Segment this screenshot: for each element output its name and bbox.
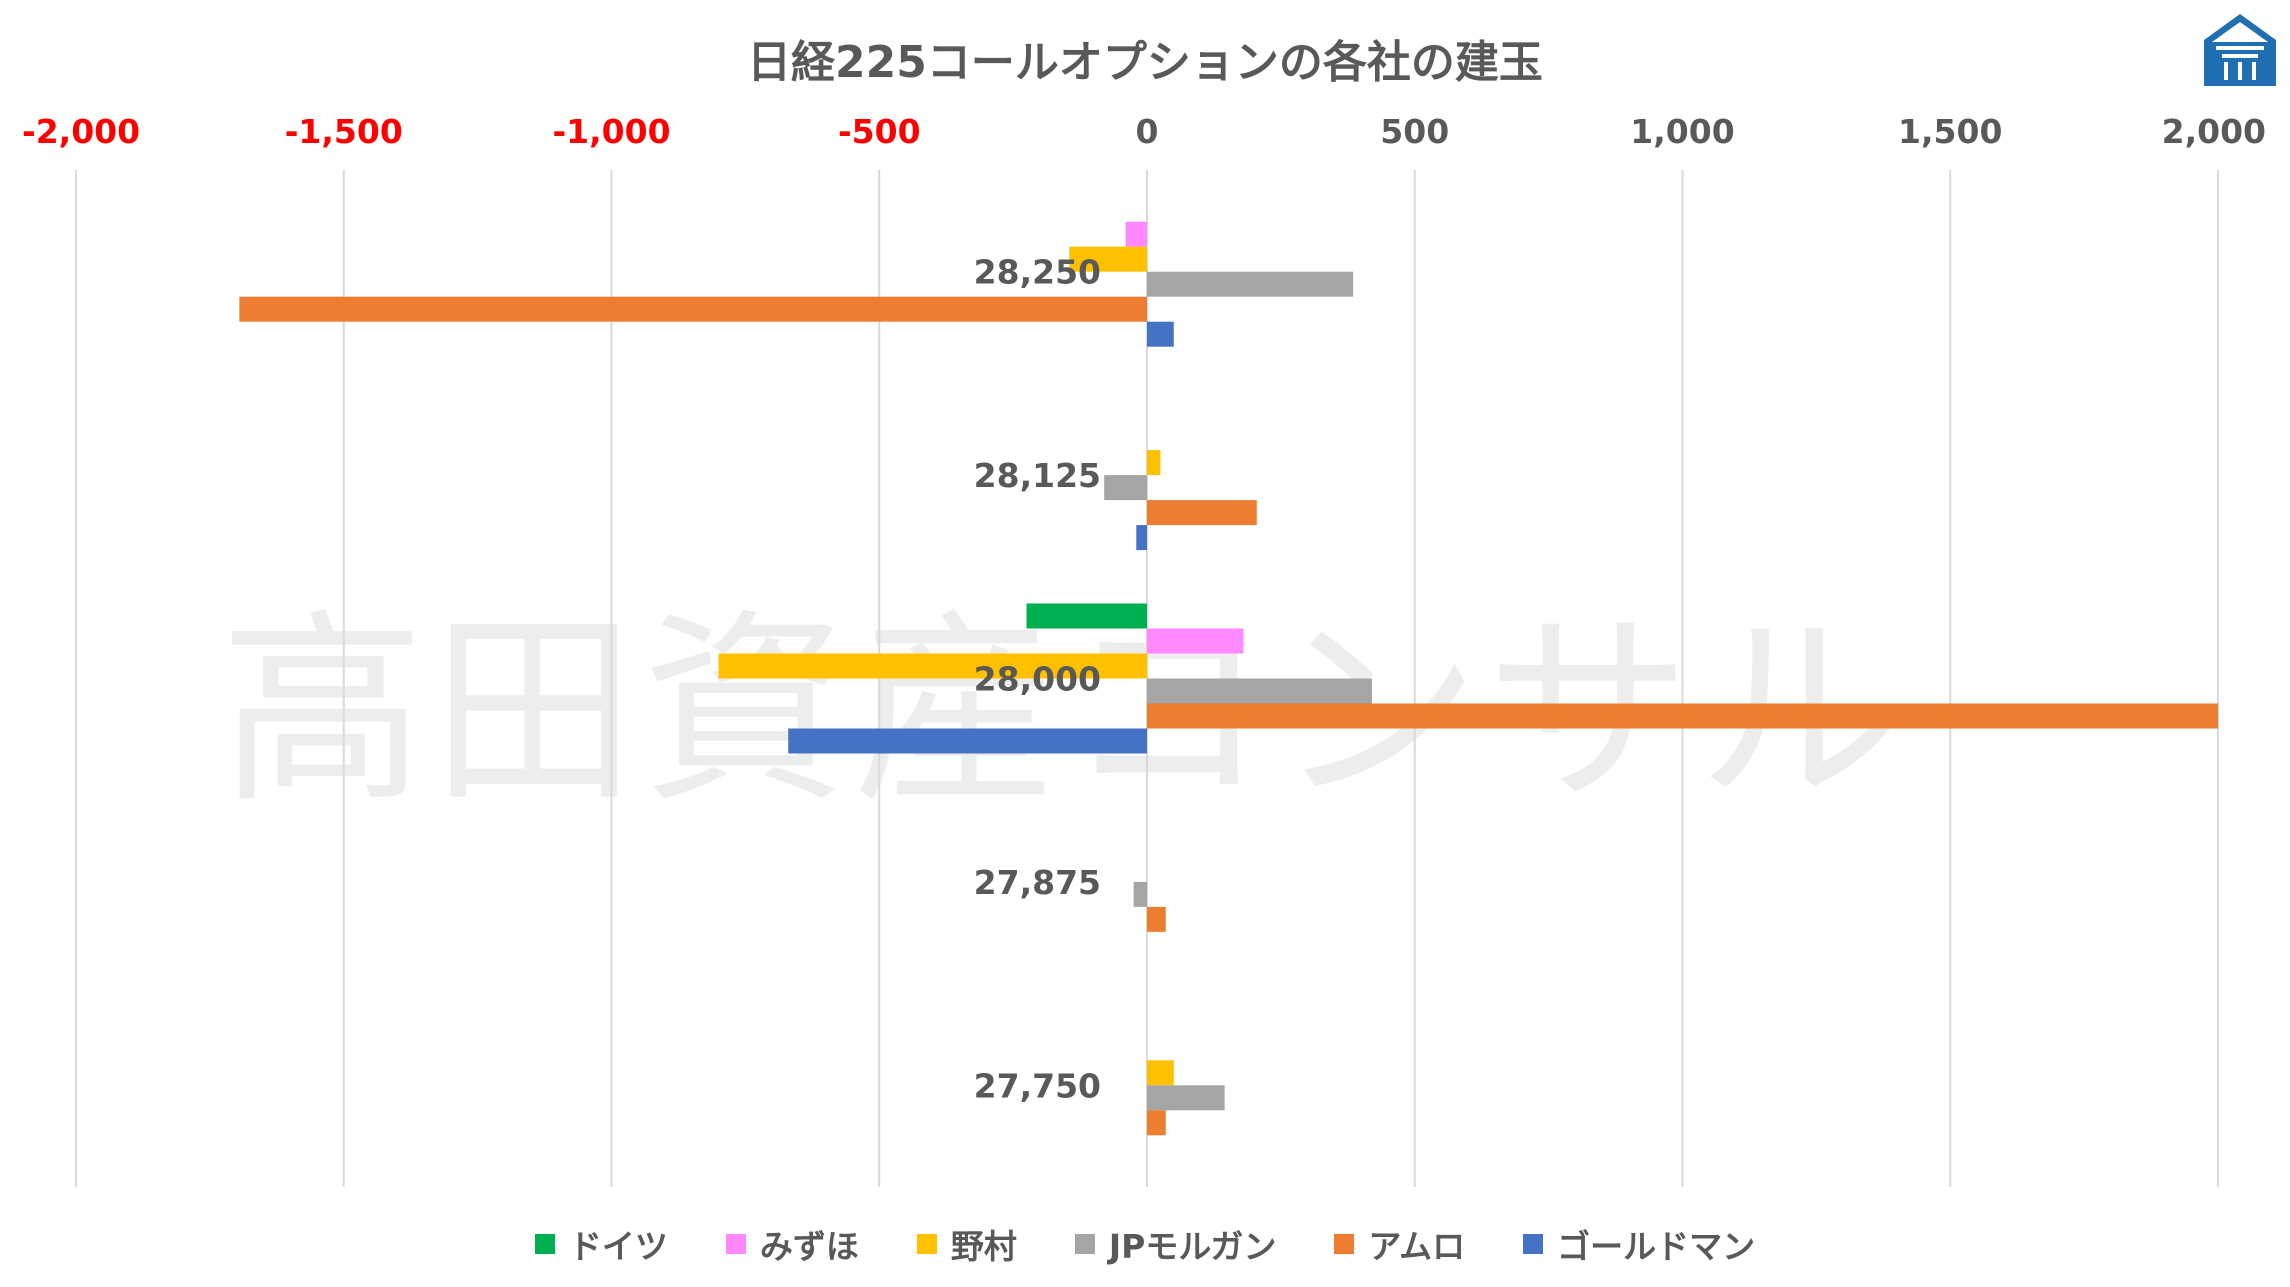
legend-item: JPモルガン <box>1074 1220 1277 1268</box>
legend-item: みずほ <box>725 1220 859 1268</box>
x-tick-label: 1,000 <box>1630 112 1734 151</box>
legend-label: アムロ <box>1368 1227 1466 1266</box>
category-label: 27,875 <box>974 863 1101 902</box>
bar-アムロ <box>1147 906 1166 932</box>
legend-label: みずほ <box>759 1227 859 1266</box>
legend-swatch <box>1523 1234 1544 1254</box>
category-label: 28,000 <box>974 660 1101 699</box>
x-tick-label: 2,000 <box>2162 112 2266 151</box>
legend-swatch <box>1074 1234 1095 1254</box>
bar-JPモルガン <box>1147 271 1354 297</box>
bar-アムロ <box>1147 500 1257 526</box>
company-logo-icon <box>2204 14 2276 86</box>
legend-label: ドイツ <box>568 1227 668 1266</box>
bar-JPモルガン <box>1147 678 1372 704</box>
bar-ドイツ <box>1026 603 1147 629</box>
legend-swatch <box>534 1234 555 1254</box>
chart-legend: ドイツ みずほ 野村 JPモルガン アムロ ゴールドマン <box>0 1220 2290 1268</box>
bar-アムロ <box>1147 703 2218 729</box>
legend-item: ドイツ <box>534 1220 668 1268</box>
bar-野村 <box>1069 246 1147 272</box>
x-tick-label: -2,000 <box>22 112 140 151</box>
legend-item: アムロ <box>1334 1220 1465 1268</box>
x-tick-label: -500 <box>838 112 921 151</box>
legend-swatch <box>916 1234 937 1254</box>
x-tick-label: -1,500 <box>285 112 403 151</box>
category-label: 28,125 <box>974 456 1101 495</box>
legend-label: 野村 <box>950 1227 1017 1266</box>
bar-JPモルガン <box>1147 1085 1225 1111</box>
bar-野村 <box>1147 1060 1174 1086</box>
x-tick-label: -1,000 <box>552 112 670 151</box>
x-tick-label: 1,500 <box>1898 112 2002 151</box>
bar-ゴールドマン <box>788 728 1147 754</box>
category-label: 27,750 <box>974 1066 1101 1105</box>
chart-title: 日経225コールオプションの各社の建玉 <box>747 37 1543 88</box>
x-tick-label: 0 <box>1136 112 1159 151</box>
bar-野村 <box>718 653 1147 679</box>
legend-item: ゴールドマン <box>1523 1220 1755 1268</box>
legend-swatch <box>725 1234 746 1254</box>
bar-みずほ <box>1147 628 1244 654</box>
bar-JPモルガン <box>1104 475 1147 501</box>
legend-label: ゴールドマン <box>1557 1227 1756 1266</box>
bar-ゴールドマン <box>1136 525 1147 551</box>
bar-野村 <box>1147 450 1161 476</box>
legend-label: JPモルガン <box>1108 1227 1277 1266</box>
category-label: 28,250 <box>974 253 1101 292</box>
bar-みずほ <box>1125 221 1147 247</box>
legend-swatch <box>1334 1234 1355 1254</box>
bar-アムロ <box>1147 1110 1166 1136</box>
x-tick-label: 500 <box>1380 112 1449 151</box>
bar-ゴールドマン <box>1147 321 1174 347</box>
bar-アムロ <box>239 296 1147 322</box>
bar-JPモルガン <box>1133 881 1147 907</box>
legend-item: 野村 <box>916 1220 1017 1268</box>
